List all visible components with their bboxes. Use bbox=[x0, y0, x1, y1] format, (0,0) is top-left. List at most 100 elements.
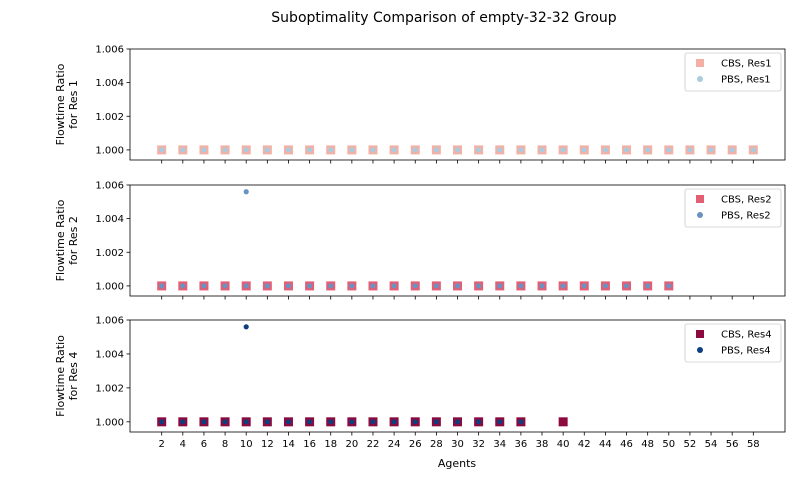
y-axis-label-line: for Res 2 bbox=[67, 216, 80, 265]
data-point-circle bbox=[666, 147, 672, 153]
y-tick-label: 1.004 bbox=[95, 78, 124, 89]
x-tick-label: 12 bbox=[261, 439, 274, 450]
y-tick-label: 1.004 bbox=[95, 214, 124, 225]
legend-box bbox=[684, 323, 782, 363]
x-tick-label: 4 bbox=[180, 439, 186, 450]
y-axis-label-line: Flowtime Ratio bbox=[54, 335, 67, 417]
data-point-circle bbox=[687, 147, 693, 153]
y-tick-label: 1.006 bbox=[95, 181, 124, 192]
data-point-circle bbox=[222, 419, 228, 425]
data-point-circle bbox=[306, 283, 313, 289]
legend: CBS, Res4 PBS, Res4 bbox=[684, 323, 782, 363]
x-tick-label: 22 bbox=[367, 439, 380, 450]
legend-marker-square bbox=[696, 330, 704, 338]
y-tick-label: 1.006 bbox=[95, 45, 124, 56]
data-point-circle bbox=[454, 419, 461, 425]
y-tick-label: 1.004 bbox=[95, 349, 124, 360]
data-point-circle bbox=[602, 147, 609, 153]
chart-title: Suboptimality Comparison of empty-32-32 … bbox=[271, 10, 616, 26]
y-axis-label-line: for Res 4 bbox=[67, 352, 80, 401]
x-tick-label: 56 bbox=[726, 439, 739, 450]
series-pbs-res4 bbox=[159, 324, 524, 425]
y-tick-label: 1.000 bbox=[95, 281, 124, 292]
y-tick-label: 1.006 bbox=[95, 316, 124, 327]
panel-1: 1.000 1.002 1.004 1.006 Flowtime Ratiofor Re… bbox=[54, 45, 786, 164]
legend-label: CBS, Res4 bbox=[721, 330, 772, 341]
data-point-circle bbox=[201, 419, 207, 425]
data-point-circle bbox=[729, 147, 735, 153]
data-point-circle bbox=[328, 419, 334, 425]
x-tick-label: 20 bbox=[345, 439, 358, 450]
series-cbs-res4 bbox=[157, 417, 568, 427]
x-tick-label: 40 bbox=[557, 439, 570, 450]
data-point-circle bbox=[328, 147, 334, 153]
legend-marker-circle bbox=[697, 76, 703, 82]
x-tick-label: 16 bbox=[303, 439, 316, 450]
data-point-circle bbox=[370, 419, 376, 425]
data-point-circle bbox=[497, 283, 503, 289]
panel-2: 1.000 1.002 1.004 1.006 Flowtime Ratiofor Re… bbox=[54, 181, 786, 300]
data-point-circle bbox=[243, 147, 249, 153]
series-pbs-res2 bbox=[159, 189, 672, 289]
data-point-circle bbox=[370, 283, 376, 289]
data-point-circle bbox=[412, 419, 418, 425]
legend-label: PBS, Res1 bbox=[721, 75, 771, 86]
data-point-circle bbox=[539, 283, 545, 289]
data-point-circle bbox=[412, 147, 418, 153]
data-point-circle bbox=[433, 283, 439, 289]
data-point-circle bbox=[243, 419, 249, 425]
x-tick-label: 52 bbox=[684, 439, 697, 450]
data-point-circle bbox=[518, 419, 524, 425]
data-point-square bbox=[558, 417, 568, 427]
data-point-circle bbox=[370, 147, 376, 153]
data-point-circle bbox=[201, 283, 207, 289]
y-axis-label-line: Flowtime Ratio bbox=[54, 63, 67, 145]
x-tick-label: 54 bbox=[705, 439, 718, 450]
x-tick-label: 50 bbox=[662, 439, 675, 450]
data-point-circle bbox=[264, 283, 270, 289]
x-tick-label: 34 bbox=[493, 439, 506, 450]
data-point-circle bbox=[285, 283, 292, 289]
data-point-circle bbox=[222, 283, 228, 289]
data-point-circle bbox=[497, 419, 503, 425]
y-axis-label-line: Flowtime Ratio bbox=[54, 199, 67, 281]
data-point-circle bbox=[623, 147, 630, 153]
data-point-circle bbox=[391, 147, 397, 153]
y-tick-label: 1.000 bbox=[95, 417, 124, 428]
data-point-circle bbox=[306, 147, 313, 153]
y-tick-label: 1.000 bbox=[95, 145, 124, 156]
legend: CBS, Res1 PBS, Res1 bbox=[684, 52, 782, 92]
data-point-circle bbox=[391, 283, 397, 289]
data-point-circle bbox=[518, 283, 524, 289]
data-point-circle bbox=[159, 147, 165, 153]
data-point-circle bbox=[285, 147, 292, 153]
data-point-circle bbox=[285, 419, 292, 425]
data-point-circle bbox=[349, 419, 355, 425]
legend-box bbox=[684, 188, 782, 228]
data-point-circle bbox=[497, 147, 503, 153]
x-tick-label: 44 bbox=[599, 439, 612, 450]
legend-label: CBS, Res1 bbox=[721, 59, 772, 70]
data-point-circle bbox=[454, 147, 461, 153]
x-tick-label: 46 bbox=[620, 439, 633, 450]
data-point-circle bbox=[349, 283, 355, 289]
x-tick-label: 2 bbox=[159, 439, 165, 450]
x-tick-label: 30 bbox=[451, 439, 464, 450]
legend-label: CBS, Res2 bbox=[721, 195, 772, 206]
legend-marker-circle bbox=[697, 347, 703, 353]
x-tick-label: 26 bbox=[409, 439, 422, 450]
x-tick-label: 42 bbox=[578, 439, 591, 450]
data-point-circle bbox=[433, 147, 439, 153]
data-point-circle bbox=[476, 283, 482, 289]
x-tick-label: 38 bbox=[536, 439, 549, 450]
series-pbs-res1 bbox=[159, 147, 756, 153]
data-point-circle bbox=[180, 419, 186, 425]
x-tick-label: 32 bbox=[472, 439, 485, 450]
data-point-circle bbox=[306, 419, 313, 425]
y-axis-label-line: for Res 1 bbox=[67, 80, 80, 129]
x-tick-label: 6 bbox=[201, 439, 207, 450]
y-tick-label: 1.002 bbox=[95, 112, 124, 123]
data-point-circle bbox=[180, 283, 186, 289]
